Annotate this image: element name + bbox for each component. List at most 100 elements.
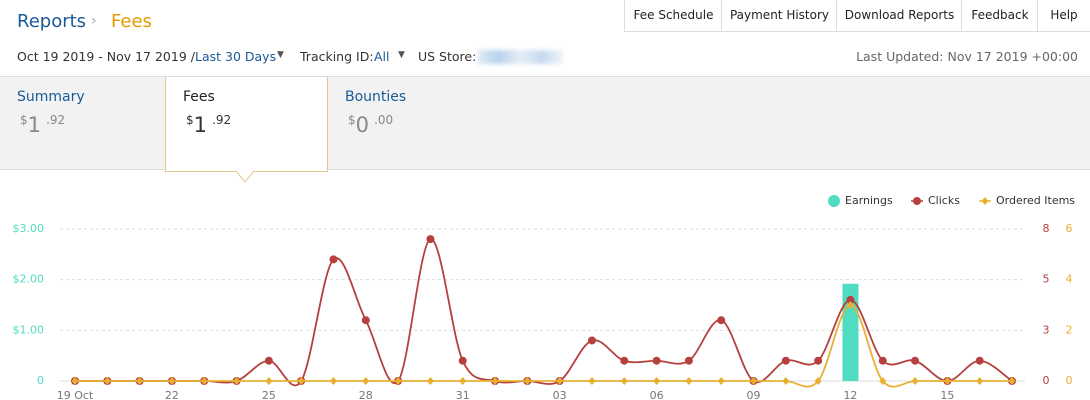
currency: $ [348,113,356,127]
point [103,377,111,385]
tab-name: Fees [183,89,215,105]
x-tick-label: 15 [940,389,954,400]
tab-amount: $0 .00 [348,113,393,137]
point [297,377,306,385]
line [75,238,1013,387]
period-select[interactable]: Last 30 Days [195,49,277,64]
point [458,356,467,365]
dropdown-caret: ▼ [277,50,284,60]
x-tick-label: 31 [456,389,470,400]
point [426,377,434,385]
point [587,336,596,345]
summary-tab[interactable]: Summary $1 .92 [0,77,163,169]
point [200,377,209,385]
download-reports-button[interactable]: Download Reports [836,0,962,32]
point [781,356,790,365]
payment-history-button[interactable]: Payment History [721,0,837,32]
point [426,235,435,244]
point [750,377,758,385]
tracking-select[interactable]: All [374,49,390,64]
point [943,377,952,385]
point [71,377,79,385]
point [556,377,564,385]
point [620,356,629,365]
x-tick-label: 06 [650,389,664,400]
dropdown-caret: ▼ [398,50,405,60]
point [71,377,79,385]
point [782,377,790,385]
point [523,377,531,385]
point [1008,377,1016,385]
point [394,377,403,385]
point [878,356,887,365]
legend-swatch [828,195,840,207]
point [975,356,984,365]
y3-tick-label: 6 [1066,222,1073,235]
store-label: US Store: [418,49,477,64]
whole: 1 [193,113,208,137]
y3-tick-label: 4 [1066,273,1073,286]
fraction: .00 [374,113,394,127]
point [879,377,887,385]
y3-tick-label: 0 [1066,374,1073,387]
point [684,356,693,365]
tab-bar: Summary $1 .92 Fees $1 .92 Bounties $0 .… [0,76,1090,172]
y2-tick-label: 3 [1043,323,1050,336]
point [652,356,661,365]
point [911,377,919,385]
breadcrumb-root[interactable]: Reports [17,11,87,32]
point [685,377,693,385]
point [264,356,273,365]
point [846,295,855,304]
tab-amount: $1 .92 [20,113,65,137]
x-tick-label: 03 [553,389,567,400]
line [75,304,1012,388]
point [329,255,338,264]
point [523,377,532,385]
point [653,377,661,385]
legend-label: Clicks [928,194,960,207]
x-tick-label: 28 [359,389,373,400]
point [976,377,984,385]
fraction: .92 [212,113,232,127]
point [911,356,920,365]
point [361,316,370,325]
point [167,377,176,385]
x-tick-label: 22 [165,389,179,400]
y-tick-label: $2.00 [13,273,45,286]
point [329,377,337,385]
point [620,377,628,385]
legend-swatch [981,197,989,205]
breadcrumb-current: Fees [111,11,152,32]
tab-name: Summary [17,89,85,105]
point [814,356,823,365]
tracking-label: Tracking ID: [300,49,374,64]
tab-amount: $1 .92 [186,113,231,137]
x-tick-label: 12 [843,389,857,400]
y-tick-label: $1.00 [13,323,45,336]
point [362,377,370,385]
last-updated: Last Updated: Nov 17 2019 +00:00 [856,49,1078,64]
breadcrumb-separator: › [91,13,97,29]
feedback-button[interactable]: Feedback [961,0,1038,32]
point [491,377,500,385]
fee-schedule-button[interactable]: Fee Schedule [624,0,722,32]
y-tick-label: 0 [37,374,44,387]
x-tick-label: 19 Oct [57,389,94,400]
help-button[interactable]: Help [1037,0,1090,32]
fraction: .92 [46,113,66,127]
point [265,377,273,385]
point [717,377,725,385]
point [717,316,726,325]
point [846,301,854,309]
legend-swatch [913,197,921,205]
bar [842,283,859,381]
bounties-tab[interactable]: Bounties $0 .00 [328,77,491,169]
point [168,377,176,385]
point [1008,377,1016,385]
fees-tab[interactable]: Fees $1 .92 [165,77,328,172]
y2-tick-label: 5 [1043,273,1050,286]
whole: 0 [355,113,370,137]
whole: 1 [27,113,42,137]
